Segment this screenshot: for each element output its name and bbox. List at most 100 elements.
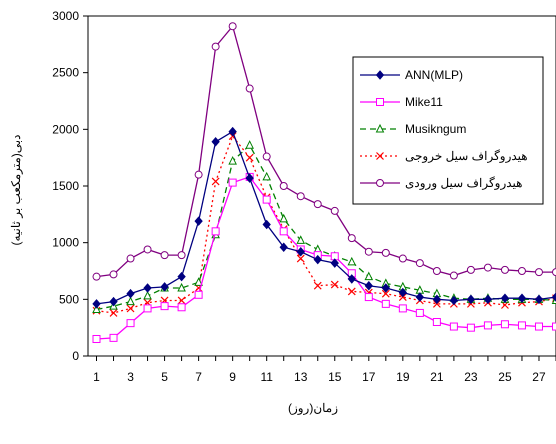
x-tick-label: 5 — [161, 370, 168, 384]
data-point — [398, 304, 407, 313]
data-point — [517, 321, 526, 330]
y-tick-label: 0 — [72, 349, 79, 363]
data-point — [92, 335, 101, 343]
data-point — [211, 177, 220, 186]
data-point — [143, 245, 152, 254]
data-point — [483, 321, 492, 330]
legend-label: هیدروگراف سیل خروجی — [405, 149, 528, 163]
data-point — [245, 84, 254, 93]
x-axis: 1 3 5 7 9 11 13 15 17 19 21 23 25 27 — [93, 356, 556, 384]
data-point — [415, 259, 424, 268]
data-point — [296, 235, 306, 244]
data-point — [534, 268, 543, 277]
data-point — [415, 308, 424, 317]
series-layer — [92, 22, 556, 343]
data-point — [92, 272, 101, 281]
data-point — [381, 283, 390, 293]
data-point — [552, 322, 556, 331]
data-point — [375, 123, 385, 133]
data-point — [313, 254, 322, 265]
data-point — [466, 265, 475, 274]
data-point — [449, 322, 458, 331]
data-point — [381, 299, 390, 308]
data-point — [347, 287, 356, 296]
y-tick-label: 1000 — [52, 236, 79, 250]
x-tick-label: 1 — [93, 370, 100, 384]
x-tick-label: 15 — [328, 370, 342, 384]
data-point — [109, 333, 118, 342]
legend-item: Musikngum — [360, 122, 466, 136]
data-point — [296, 254, 305, 263]
data-point — [177, 271, 186, 282]
data-point — [364, 280, 373, 291]
data-point — [376, 179, 384, 187]
data-point — [330, 206, 339, 215]
data-point — [517, 267, 526, 275]
x-tick-label: 21 — [430, 370, 444, 384]
series-line — [96, 176, 556, 340]
data-point — [500, 265, 509, 274]
data-point — [126, 296, 135, 306]
x-tick-label: 17 — [362, 370, 376, 384]
legend-item: ANN(MLP) — [360, 68, 463, 82]
data-point — [109, 309, 118, 317]
data-point — [313, 200, 322, 209]
data-point — [364, 271, 374, 281]
data-point — [432, 294, 442, 305]
y-tick-label: 1500 — [52, 179, 79, 193]
data-point — [375, 70, 385, 80]
data-point — [126, 254, 135, 263]
data-point — [262, 152, 271, 161]
legend-label: Musikngum — [405, 122, 466, 136]
data-point — [415, 292, 425, 302]
data-point — [500, 320, 509, 329]
data-point — [466, 294, 476, 305]
data-point — [347, 234, 356, 243]
legend-items: ANN(MLP) Mike11 Musikngum هیدروگراف سیل خرو… — [360, 68, 528, 190]
data-point — [347, 256, 357, 266]
data-point — [262, 219, 271, 230]
data-point — [347, 274, 356, 284]
legend-item: هیدروگراف سیل ورودی — [360, 176, 523, 190]
data-point — [92, 304, 101, 314]
data-point — [211, 137, 220, 147]
data-point — [449, 271, 458, 280]
data-point — [160, 282, 169, 292]
data-point — [143, 304, 152, 313]
data-point — [92, 299, 101, 309]
data-point — [517, 293, 527, 303]
legend: ANN(MLP) Mike11 Musikngum هیدروگراف سیل خرو… — [352, 56, 544, 205]
legend-label: هیدروگراف سیل ورودی — [405, 176, 523, 190]
x-tick-label: 19 — [396, 370, 410, 384]
data-point — [245, 173, 254, 183]
data-point — [500, 293, 510, 303]
y-tick-label: 2500 — [52, 66, 79, 80]
data-point — [483, 263, 492, 272]
data-point — [330, 258, 339, 268]
x-tick-label: 23 — [464, 370, 478, 384]
data-point — [143, 283, 152, 293]
data-point — [245, 153, 254, 162]
legend-item: Mike11 — [360, 95, 443, 109]
data-point — [245, 140, 254, 149]
x-tick-label: 27 — [532, 370, 546, 384]
data-point — [466, 323, 475, 332]
data-point — [194, 170, 203, 179]
data-point — [279, 182, 288, 190]
data-point — [177, 296, 186, 305]
data-point — [381, 289, 390, 298]
legend-label: ANN(MLP) — [405, 68, 463, 82]
data-point — [228, 126, 237, 137]
y-tick-label: 500 — [59, 292, 79, 306]
data-point — [126, 319, 135, 328]
x-tick-label: 11 — [260, 370, 273, 384]
series-line — [96, 134, 556, 314]
y-tick-label: 2000 — [52, 122, 79, 136]
data-point — [194, 277, 203, 286]
data-point — [126, 304, 135, 313]
data-point — [160, 302, 169, 311]
data-point — [228, 155, 237, 165]
data-point — [228, 178, 237, 187]
legend-item: هیدروگراف سیل خروجی — [360, 149, 528, 163]
data-point — [296, 192, 305, 201]
